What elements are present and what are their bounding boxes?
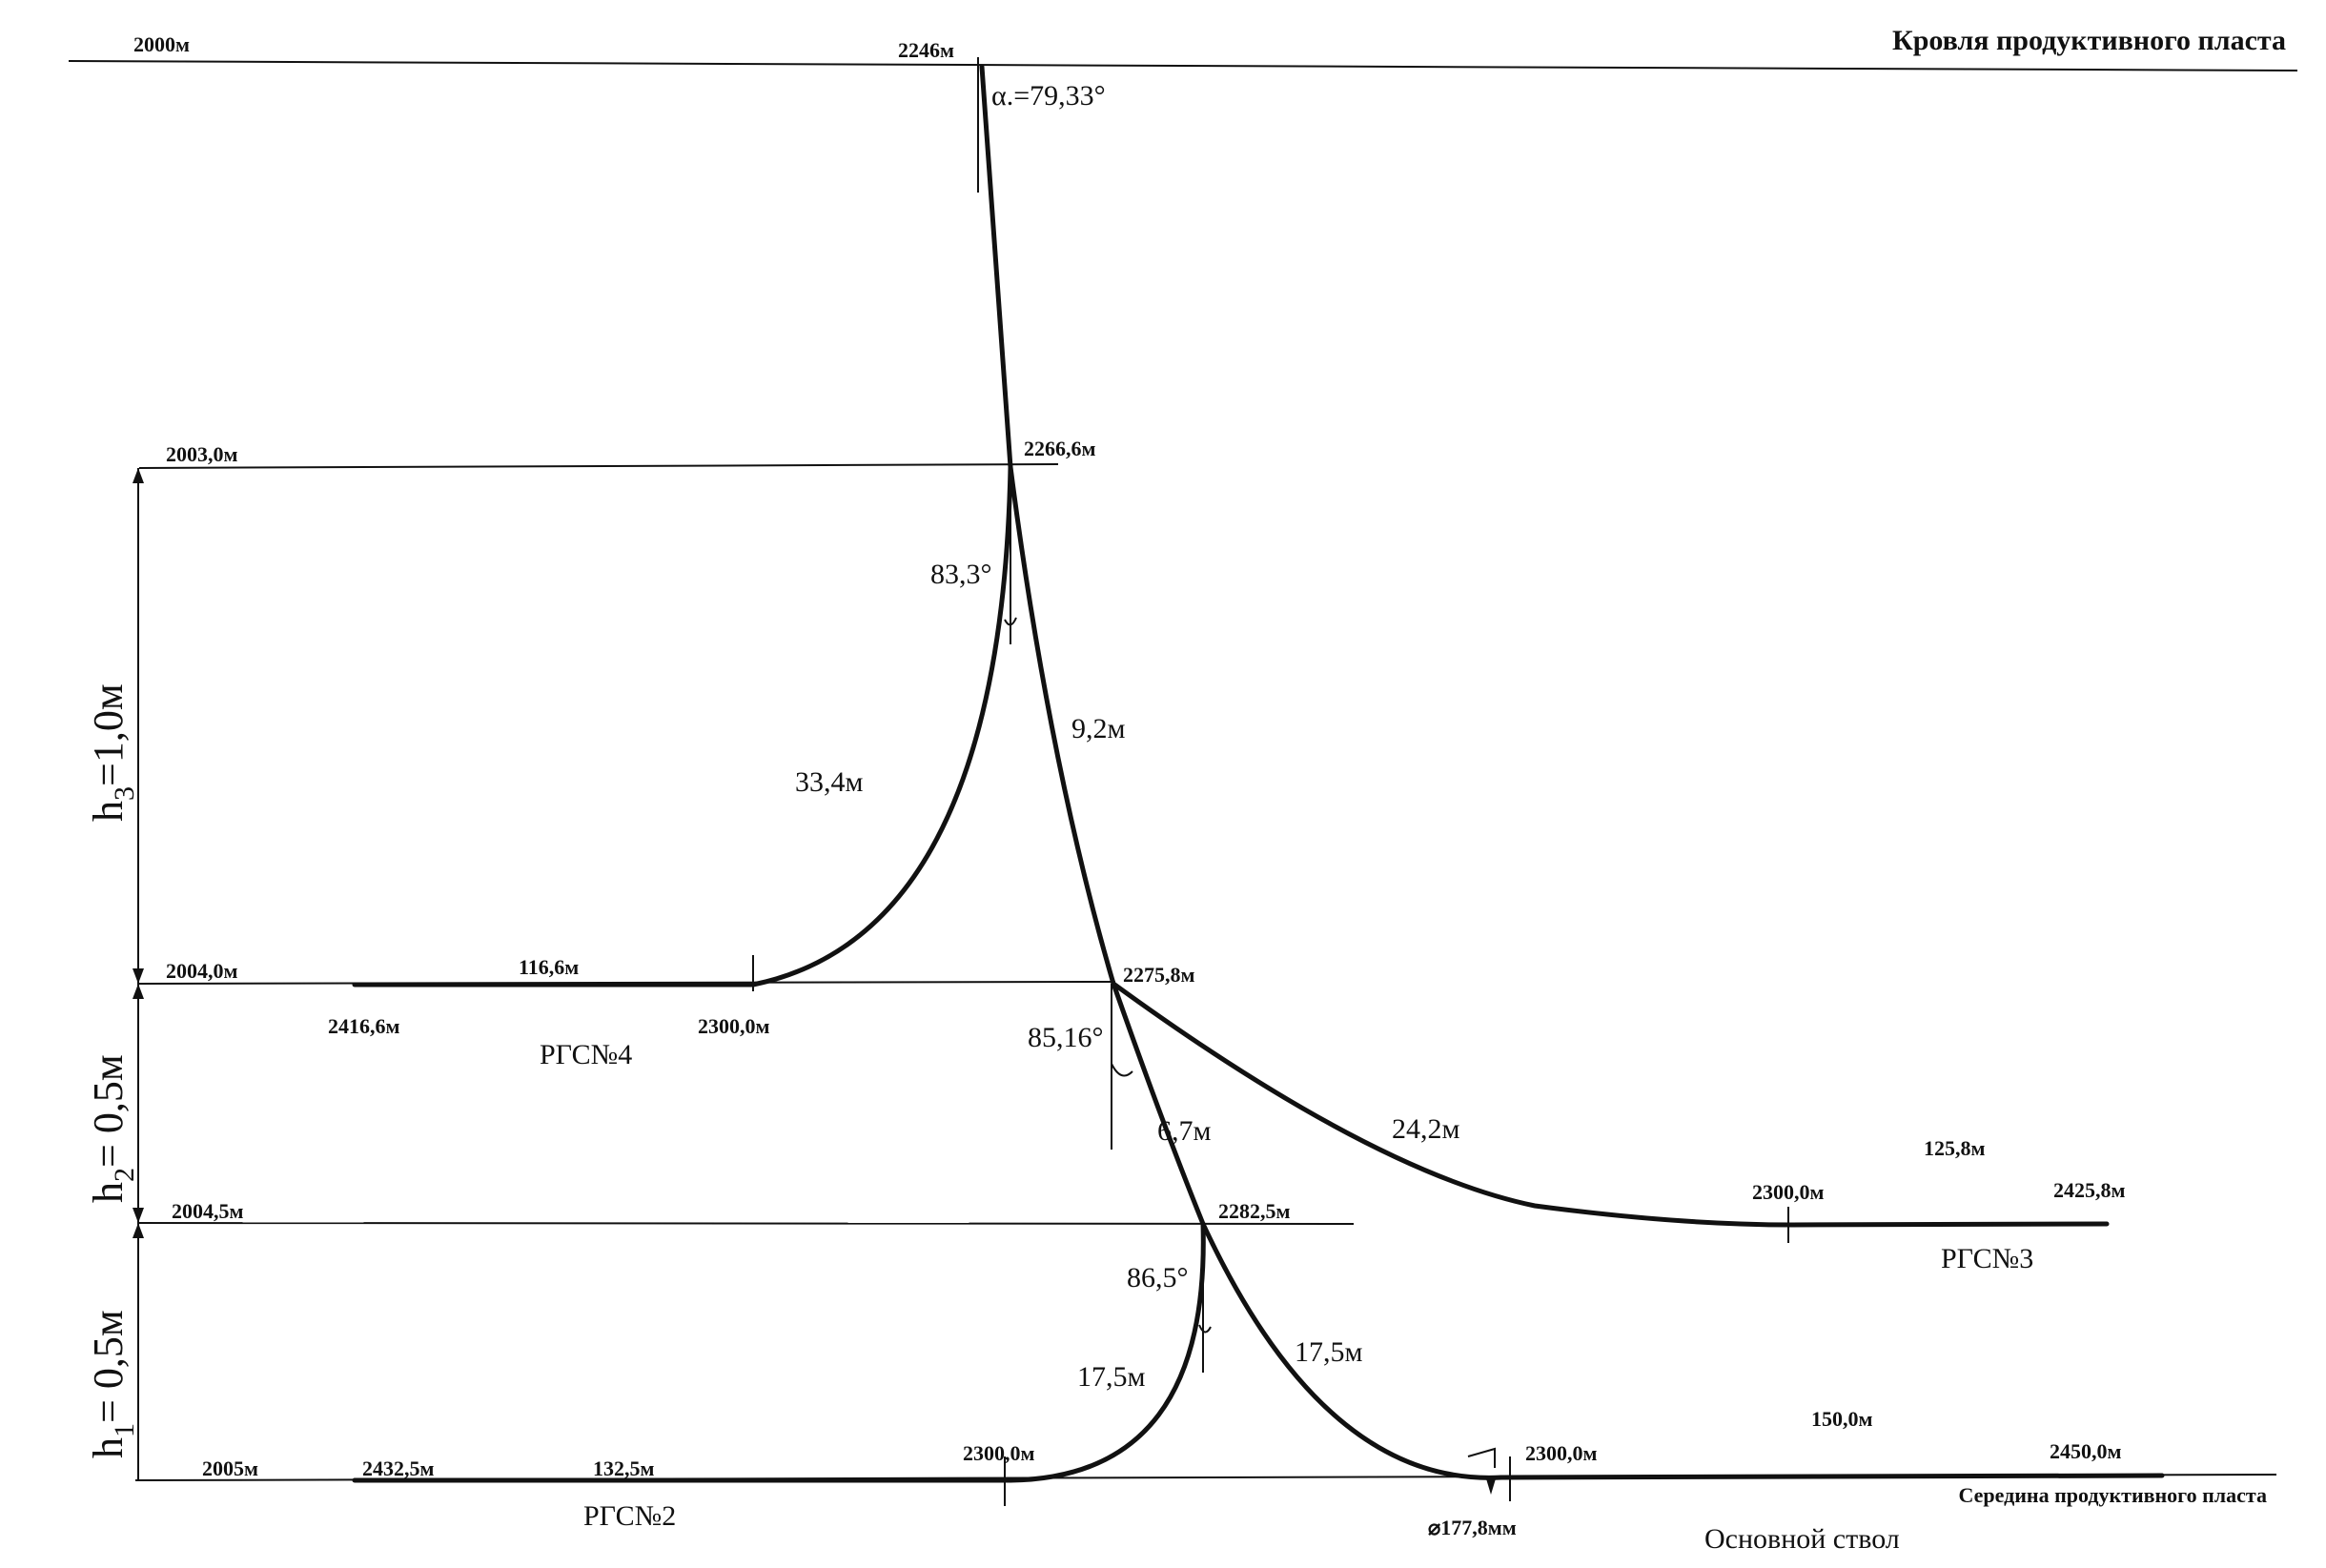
main-seg2-len: 6,7м [1157, 1115, 1212, 1147]
rgs3-angle: 85,16° [1028, 1022, 1104, 1053]
casing-flag-icon [1467, 1447, 1496, 1468]
main-well-horizontal [1499, 1473, 2165, 1480]
rgs4-name: РГС№4 [540, 1039, 632, 1070]
rgs3-start-md: 2300,0м [1752, 1180, 1825, 1204]
dim-arrow-icon [133, 1208, 144, 1223]
main-entry-angle: α.=79,33° [991, 80, 1106, 112]
dim-arrow-icon [133, 984, 144, 999]
main-well-segment-top [979, 64, 1013, 470]
rgs4-arc [750, 464, 1013, 988]
rgs2-angle: 86,5° [1127, 1262, 1189, 1293]
rgs3-arc [1111, 981, 1795, 1228]
svg-text:h3=1,0м: h3=1,0м [85, 683, 140, 822]
svg-text:h2= 0,5м: h2= 0,5м [85, 1054, 140, 1203]
dim-arrow-icon [133, 968, 144, 984]
height-h2: h2= 0,5м [85, 1054, 140, 1203]
rgs2-arc [1008, 1221, 1206, 1483]
level-line-2003 [138, 463, 1059, 469]
rgs2-hz-len: 132,5м [593, 1456, 655, 1480]
roof-line [68, 60, 2298, 71]
svg-text:h1= 0,5м: h1= 0,5м [85, 1310, 140, 1458]
main-kick3-md: 2282,5м [1218, 1199, 1291, 1223]
main-hz-len: 150,0м [1811, 1407, 1873, 1431]
main-seg3-len: 17,5м [1295, 1336, 1363, 1368]
main-bore-label: Основной ствол [1704, 1523, 1900, 1555]
rgs4-angle: 83,3° [930, 559, 992, 590]
main-well-segment-3 [1200, 1221, 1504, 1480]
rgs4-td: 2416,6м [328, 1014, 400, 1038]
rgs3-horizontal [1789, 1221, 2110, 1228]
level-label-2003: 2003,0м [166, 442, 238, 466]
height-h3: h3=1,0м [85, 683, 140, 822]
angle-arc-kick1 [1004, 617, 1017, 626]
rgs2-td: 2432,5м [362, 1456, 435, 1480]
level-label-2004: 2004,0м [166, 959, 238, 983]
roof-title: Кровля продуктивного пласта [1892, 25, 2286, 56]
rgs2-name: РГС№2 [583, 1500, 676, 1532]
dim-arrow-icon [133, 468, 144, 483]
rgs3-arc-len: 24,2м [1392, 1113, 1460, 1145]
main-kick2-md: 2275,8м [1123, 963, 1195, 987]
level-label-2000: 2000м [133, 32, 190, 56]
casing-shoe-icon [1485, 1476, 1497, 1495]
main-seg1-len: 9,2м [1071, 713, 1126, 744]
main-well-segment-2 [1111, 981, 1206, 1227]
main-well-segment-1 [1008, 464, 1116, 987]
main-end-md: 2300,0м [1525, 1441, 1598, 1465]
angle-arc-kick3 [1198, 1324, 1212, 1334]
main-kick1-md: 2266,6м [1024, 437, 1096, 460]
dim-arrow-icon [133, 1223, 144, 1238]
rgs3-name: РГС№3 [1941, 1243, 2033, 1274]
rgs4-arc-len: 33,4м [795, 766, 864, 798]
rgs3-hz-len: 125,8м [1924, 1136, 1986, 1160]
rgs2-start-md: 2300,0м [963, 1441, 1035, 1465]
rgs4-start-md: 2300,0м [698, 1014, 770, 1038]
level-label-2004-5: 2004,5м [172, 1199, 244, 1223]
level-line-2004-5 [138, 1222, 1355, 1225]
level-label-2005: 2005м [202, 1456, 258, 1480]
angle-arc-kick2 [1111, 1063, 1133, 1077]
main-casing: ⌀177,8мм [1428, 1516, 1517, 1539]
rgs3-td: 2425,8м [2053, 1178, 2126, 1202]
height-h1: h1= 0,5м [85, 1310, 140, 1458]
rgs4-hz-len: 116,6м [519, 955, 579, 979]
mid-title: Середина продуктивного пласта [1958, 1483, 2267, 1507]
main-top-md: 2246м [898, 38, 954, 62]
main-td: 2450,0м [2050, 1439, 2122, 1463]
rgs2-arc-len: 17,5м [1077, 1361, 1146, 1393]
